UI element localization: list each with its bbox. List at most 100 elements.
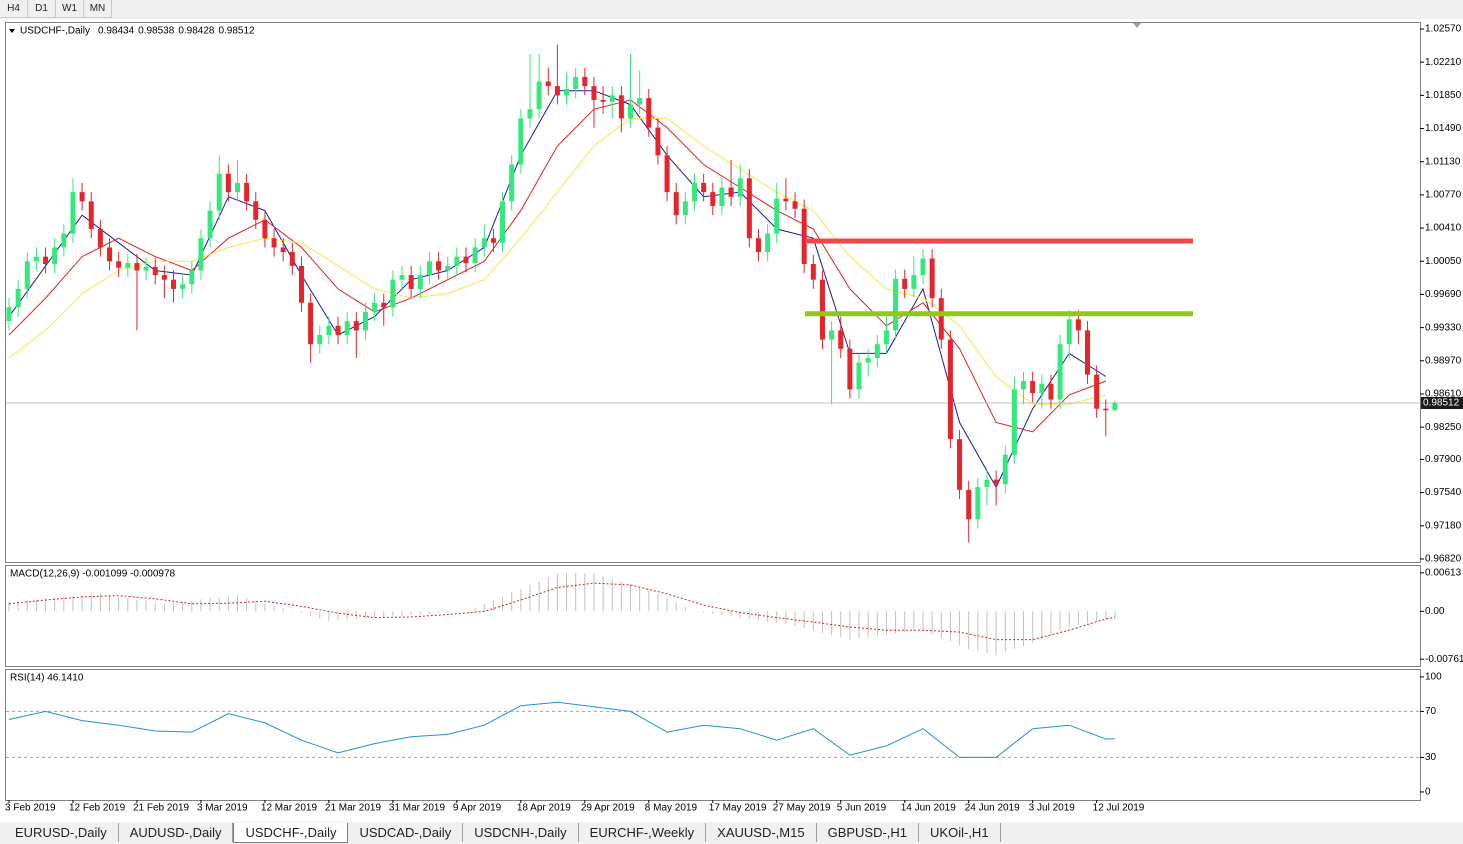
candle-body	[1002, 454, 1008, 485]
candle-body	[600, 99, 606, 102]
candle-body	[1094, 374, 1100, 409]
x-tick-label: 21 Mar 2019	[325, 803, 382, 814]
y-tick-label: 70	[1425, 706, 1437, 717]
timeframe-button[interactable]: W1	[56, 0, 84, 18]
shift-marker	[1133, 23, 1141, 28]
x-tick-label: 12 Mar 2019	[261, 803, 318, 814]
y-tick-label: 30	[1425, 752, 1437, 763]
candle-body	[527, 109, 533, 119]
candle-body	[298, 265, 304, 303]
y-tick-label: 0.97180	[1425, 520, 1462, 531]
chart: 1.02570 1.02210 1.01850 1.01490 1.01130 1.007…	[0, 19, 1463, 822]
candle-body	[134, 263, 140, 271]
symbol-tab[interactable]: USDCHF-,Daily	[233, 823, 349, 843]
y-tick-label: 1.02570	[1425, 24, 1462, 35]
candle-body	[966, 489, 972, 520]
timeframe-button[interactable]: D1	[28, 0, 56, 18]
candle-body	[975, 487, 981, 520]
candle-body	[79, 192, 85, 202]
timeframe-button[interactable]: MN	[84, 0, 112, 18]
y-tick-label: -0.007612	[1425, 654, 1463, 665]
symbol-tab[interactable]: GBPUSD-,H1	[816, 823, 920, 842]
timeframe-toolbar: H4 D1 W1 MN	[0, 0, 112, 18]
candle-body	[737, 178, 743, 197]
y-tick-label: 1.00050	[1425, 256, 1462, 267]
candle-body	[61, 233, 67, 248]
x-tick-label: 18 Apr 2019	[517, 803, 571, 814]
candle-body	[957, 439, 963, 490]
candle-body	[819, 279, 825, 340]
x-tick-label: 12 Jul 2019	[1093, 803, 1145, 814]
candle-body	[719, 187, 725, 206]
candle-body	[24, 261, 30, 289]
candle-body	[838, 330, 844, 349]
symbol-tab[interactable]: EURCHF-,Weekly	[578, 823, 707, 842]
candle-body	[938, 298, 944, 340]
macd-signal	[8, 582, 1115, 641]
candle-body	[792, 201, 798, 209]
timeframe-button[interactable]: H4	[0, 0, 28, 18]
y-tick-label: 0.96820	[1425, 554, 1462, 565]
main-panel-border	[5, 22, 1421, 563]
candle-body	[326, 325, 332, 335]
candle-body	[390, 279, 396, 308]
candle-body	[97, 228, 103, 248]
price-label-box	[1421, 397, 1463, 410]
x-tick-label: 12 Feb 2019	[69, 803, 126, 814]
candle-body	[490, 238, 496, 243]
candle-body	[116, 261, 122, 268]
candle-body	[70, 192, 76, 234]
x-tick-label: 3 Mar 2019	[197, 803, 248, 814]
price-label: 0.98512	[1423, 398, 1460, 409]
x-tick-label: 14 Jun 2019	[901, 803, 956, 814]
symbol-tab[interactable]: EURUSD-,Daily	[4, 823, 119, 842]
candle-body	[161, 275, 167, 280]
candle-body	[143, 266, 149, 271]
candle-body	[618, 95, 624, 119]
y-tick-label: 1.01850	[1425, 90, 1462, 101]
panel-title: USDCHF-,Daily	[20, 26, 90, 37]
candle-body	[710, 192, 716, 206]
symbol-tab[interactable]: AUDUSD-,Daily	[118, 823, 234, 842]
symbol-tabs: EURUSD-,Daily AUDUSD-,Daily USDCHF-,Daily U…	[4, 823, 1001, 843]
symbol-tab[interactable]: USDCNH-,Daily	[463, 823, 579, 842]
chart-background	[0, 19, 1463, 822]
y-tick-label: 1.00770	[1425, 190, 1462, 201]
candle-body	[1085, 330, 1091, 375]
candle-body	[646, 98, 652, 128]
candle-body	[929, 258, 935, 299]
symbol-tab[interactable]: USDCAD-,Daily	[348, 823, 464, 842]
candle-body	[253, 201, 259, 220]
symbol-tab[interactable]: UKOil-,H1	[919, 823, 1001, 842]
candle-body	[829, 330, 835, 340]
candle-body	[463, 256, 469, 264]
x-tick-label: 5 Jun 2019	[837, 803, 887, 814]
candle-body	[43, 256, 49, 265]
candle-body	[472, 247, 478, 264]
candle-body	[344, 321, 350, 335]
candle-body	[445, 265, 451, 271]
x-tick-label: 8 May 2019	[645, 803, 698, 814]
candle-body	[1057, 344, 1063, 400]
candle-body	[865, 358, 871, 363]
y-tick-label: 0.98970	[1425, 355, 1462, 366]
candle-body	[88, 201, 94, 229]
y-tick-label: 1.01490	[1425, 123, 1462, 134]
candle-body	[198, 238, 204, 271]
candle-body	[746, 178, 752, 239]
candle-body	[1048, 383, 1054, 400]
ohlc-value: 0.98428	[178, 26, 215, 37]
candle-body	[399, 275, 405, 280]
candle-body	[856, 362, 862, 390]
candle-body	[372, 302, 378, 312]
x-tick-label: 31 Mar 2019	[389, 803, 446, 814]
candle-body	[847, 348, 853, 390]
candle-body	[408, 275, 414, 289]
y-tick-label: 1.02210	[1425, 57, 1462, 68]
candle-body	[947, 339, 953, 440]
symbol-tab[interactable]: XAUUSD-,M15	[706, 823, 817, 842]
candle-body	[317, 334, 323, 345]
y-tick-label: 0.00613	[1425, 567, 1462, 578]
candle-body	[545, 81, 551, 87]
candle-body	[801, 208, 807, 265]
